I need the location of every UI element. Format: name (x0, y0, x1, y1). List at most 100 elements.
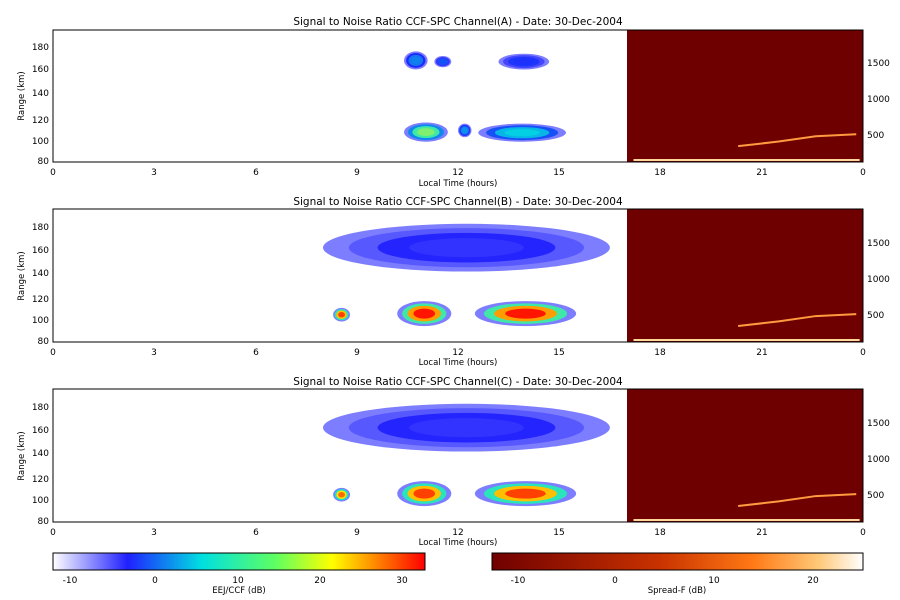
panel-a-xlabel: Local Time (hours) (419, 179, 498, 189)
heatmap-blob (439, 59, 447, 64)
y2-tick-label: 1500 (867, 419, 890, 429)
y-tick-label: 120 (32, 475, 49, 485)
heatmap-blob (505, 308, 546, 319)
colorbar-tick-label: 20 (314, 576, 326, 586)
panel-a-y2ticks: 500 1000 1500 (867, 59, 890, 141)
x-tick-label: 18 (654, 528, 666, 538)
panel-c-spreadf-region (627, 389, 863, 522)
x-tick-label: 21 (756, 348, 767, 358)
y-tick-label: 100 (32, 496, 49, 506)
y-tick-label: 140 (32, 89, 49, 99)
heatmap-blob (409, 418, 524, 438)
x-tick-label: 0 (50, 168, 56, 178)
x-tick-label: 3 (151, 348, 157, 358)
heatmap-blob (504, 129, 540, 137)
y2-tick-label: 500 (867, 491, 884, 501)
y2-tick-label: 500 (867, 311, 884, 321)
panel-c-ylabel: Range (km) (17, 431, 27, 480)
y-tick-label: 180 (32, 403, 49, 413)
x-tick-label: 18 (654, 348, 666, 358)
x-tick-label: 15 (553, 168, 564, 178)
x-tick-label: 0 (860, 348, 866, 358)
x-tick-label: 6 (253, 348, 259, 358)
panel-a-yticks: 80 100 120 140 160 180 (32, 43, 49, 167)
y-tick-label: 180 (32, 43, 49, 53)
x-tick-label: 18 (654, 168, 666, 178)
colorbar-tick-label: 20 (807, 576, 819, 586)
colorbar-spreadf-label: Spread-F (dB) (648, 586, 706, 596)
y-tick-label: 100 (32, 137, 49, 147)
heatmap-blob (505, 488, 546, 499)
panel-a-spreadf-region (627, 30, 863, 162)
x-tick-label: 0 (860, 528, 866, 538)
colorbar-spreadf: -10 0 10 20 Spread-F (dB) (491, 552, 864, 596)
y-tick-label: 120 (32, 295, 49, 305)
colorbar-tick-label: -10 (63, 576, 78, 586)
panel-c-title: Signal to Noise Ratio CCF-SPC Channel(C)… (293, 376, 623, 388)
y-tick-label: 160 (32, 65, 49, 75)
x-tick-label: 3 (151, 528, 157, 538)
panel-b-spreadf-region (627, 209, 863, 342)
y-tick-label: 160 (32, 426, 49, 436)
panel-b-xticks: 0 3 6 9 12 15 18 21 0 (50, 348, 866, 358)
panel-b-marks (323, 223, 860, 341)
y-tick-label: 80 (38, 337, 50, 347)
y2-tick-label: 1500 (867, 59, 890, 69)
x-tick-label: 9 (354, 168, 360, 178)
y-tick-label: 120 (32, 116, 49, 126)
heatmap-blob (338, 311, 345, 318)
x-tick-label: 6 (253, 168, 259, 178)
colorbar-tick-label: 10 (708, 576, 720, 586)
panel-a-xticks: 0 3 6 9 12 15 18 21 0 (50, 168, 866, 178)
panel-c-xlabel: Local Time (hours) (419, 538, 498, 548)
colorbar-spreadf-gradient (491, 552, 864, 571)
y-tick-label: 80 (38, 517, 50, 527)
x-tick-label: 0 (50, 348, 56, 358)
y-tick-label: 80 (38, 157, 50, 167)
panel-a-ylabel: Range (km) (17, 71, 27, 120)
x-tick-label: 9 (354, 528, 360, 538)
panel-a-marks (404, 51, 860, 161)
y-tick-label: 180 (32, 223, 49, 233)
colorbar-eej: -10 0 10 20 30 EEJ/CCF (dB) (52, 552, 426, 596)
y-tick-label: 160 (32, 246, 49, 256)
panel-b-title: Signal to Noise Ratio CCF-SPC Channel(B)… (293, 196, 623, 208)
panel-a-title: Signal to Noise Ratio CCF-SPC Channel(A)… (293, 16, 623, 28)
y2-tick-label: 1000 (867, 275, 890, 285)
panel-a: Signal to Noise Ratio CCF-SPC Channel(A)… (17, 16, 890, 189)
spreadf-trace (738, 313, 857, 328)
x-tick-label: 21 (756, 528, 767, 538)
panel-a-frame (52, 29, 864, 163)
colorbar-eej-label: EEJ/CCF (dB) (212, 586, 265, 596)
x-tick-label: 3 (151, 168, 157, 178)
x-tick-label: 12 (452, 348, 463, 358)
x-tick-label: 0 (50, 528, 56, 538)
panel-c: Signal to Noise Ratio CCF-SPC Channel(C)… (17, 376, 890, 548)
panel-c-xticks: 0 3 6 9 12 15 18 21 0 (50, 528, 866, 538)
x-tick-label: 0 (860, 168, 866, 178)
heatmap-blob (413, 308, 436, 319)
y-tick-label: 140 (32, 269, 49, 279)
y2-tick-label: 1000 (867, 455, 890, 465)
y-tick-label: 140 (32, 449, 49, 459)
panel-b: Signal to Noise Ratio CCF-SPC Channel(B)… (17, 196, 890, 368)
heatmap-blob (513, 58, 534, 65)
panel-b-xlabel: Local Time (hours) (419, 358, 498, 368)
panel-c-marks (323, 403, 860, 521)
x-tick-label: 12 (452, 528, 463, 538)
colorbar-tick-label: 30 (396, 576, 408, 586)
x-tick-label: 15 (553, 528, 564, 538)
colorbar-tick-label: 0 (612, 576, 618, 586)
y2-tick-label: 500 (867, 131, 884, 141)
colorbar-tick-label: -10 (511, 576, 526, 586)
x-tick-label: 6 (253, 528, 259, 538)
x-tick-label: 9 (354, 348, 360, 358)
panel-b-y2ticks: 500 1000 1500 (867, 239, 890, 321)
heatmap-blob (413, 488, 436, 499)
x-tick-label: 21 (756, 168, 767, 178)
heatmap-blob (411, 56, 421, 65)
x-tick-label: 12 (452, 168, 463, 178)
panel-b-yticks: 80 100 120 140 160 180 (32, 223, 49, 347)
panel-c-yticks: 80 100 120 140 160 180 (32, 403, 49, 527)
panel-b-ylabel: Range (km) (17, 251, 27, 300)
